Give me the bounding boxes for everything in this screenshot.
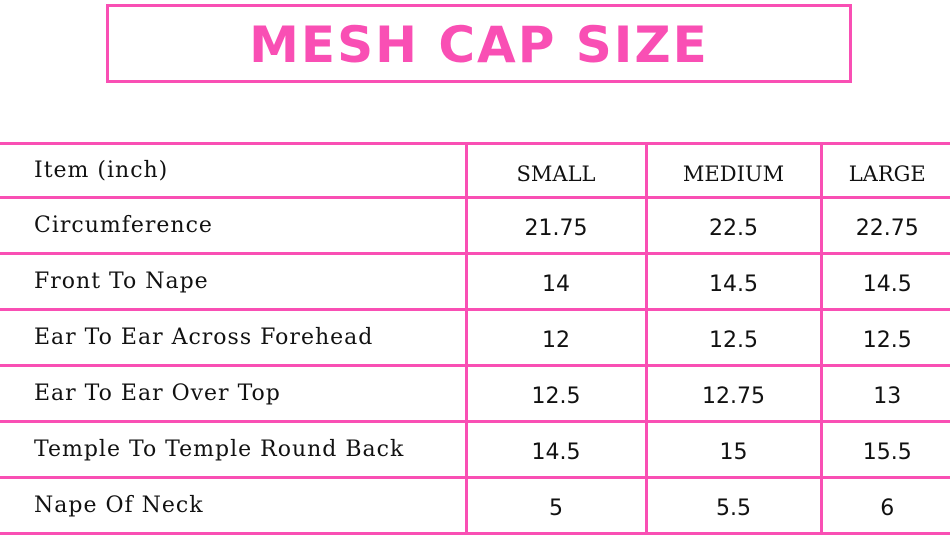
size-table: Item (inch) SMALL MEDIUM LARGE Circumfer… bbox=[0, 142, 950, 535]
cell-medium: 5.5 bbox=[644, 476, 823, 535]
page-title: MESH CAP SIZE bbox=[249, 15, 709, 74]
header-large: LARGE bbox=[819, 142, 950, 199]
cell-medium: 22.5 bbox=[644, 196, 823, 255]
table-row: Circumference 21.75 22.5 22.75 bbox=[0, 196, 950, 255]
cell-medium: 15 bbox=[644, 420, 823, 479]
cell-large: 22.75 bbox=[819, 196, 950, 255]
row-item: Front To Nape bbox=[0, 252, 468, 311]
cell-medium: 12.5 bbox=[644, 308, 823, 367]
table-header-row: Item (inch) SMALL MEDIUM LARGE bbox=[0, 142, 950, 199]
title-box: MESH CAP SIZE bbox=[106, 4, 852, 83]
cell-small: 12 bbox=[464, 308, 648, 367]
row-item: Ear To Ear Over Top bbox=[0, 364, 468, 423]
header-small: SMALL bbox=[464, 142, 648, 199]
cell-small: 21.75 bbox=[464, 196, 648, 255]
cell-large: 6 bbox=[819, 476, 950, 535]
row-item: Temple To Temple Round Back bbox=[0, 420, 468, 479]
table-row: Ear To Ear Across Forehead 12 12.5 12.5 bbox=[0, 308, 950, 367]
cell-large: 14.5 bbox=[819, 252, 950, 311]
cell-large: 13 bbox=[819, 364, 950, 423]
cell-small: 14.5 bbox=[464, 420, 648, 479]
header-medium: MEDIUM bbox=[644, 142, 823, 199]
cell-medium: 12.75 bbox=[644, 364, 823, 423]
cell-medium: 14.5 bbox=[644, 252, 823, 311]
header-item: Item (inch) bbox=[0, 142, 468, 199]
table-row: Nape Of Neck 5 5.5 6 bbox=[0, 476, 950, 535]
row-item: Ear To Ear Across Forehead bbox=[0, 308, 468, 367]
cell-small: 5 bbox=[464, 476, 648, 535]
table-row: Temple To Temple Round Back 14.5 15 15.5 bbox=[0, 420, 950, 479]
table-row: Ear To Ear Over Top 12.5 12.75 13 bbox=[0, 364, 950, 423]
table-row: Front To Nape 14 14.5 14.5 bbox=[0, 252, 950, 311]
cell-large: 12.5 bbox=[819, 308, 950, 367]
cell-large: 15.5 bbox=[819, 420, 950, 479]
row-item: Nape Of Neck bbox=[0, 476, 468, 535]
cell-small: 12.5 bbox=[464, 364, 648, 423]
cell-small: 14 bbox=[464, 252, 648, 311]
row-item: Circumference bbox=[0, 196, 468, 255]
